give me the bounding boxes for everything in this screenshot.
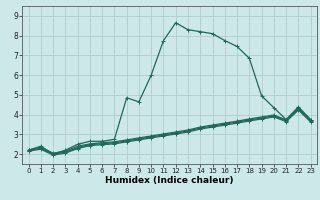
X-axis label: Humidex (Indice chaleur): Humidex (Indice chaleur)	[105, 176, 234, 185]
